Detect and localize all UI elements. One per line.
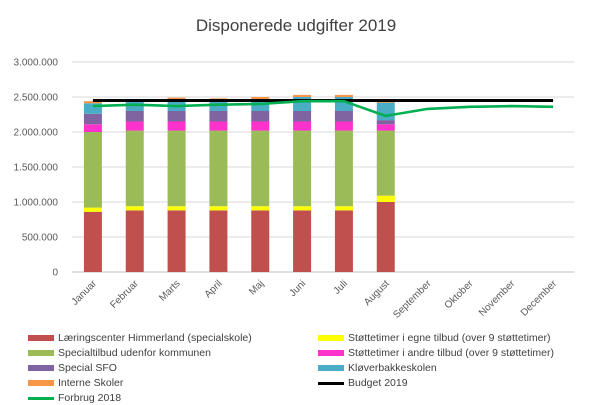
bar-segment: [83, 113, 102, 125]
gridlines: [72, 61, 574, 273]
y-tick-label: 0: [52, 268, 58, 279]
bar-segment: [209, 206, 228, 211]
x-tick-label: Februar: [108, 278, 141, 311]
bar-segment: [125, 121, 144, 131]
bar-segment: [376, 130, 395, 196]
chart-title: Disponerede udgifter 2019: [195, 16, 397, 35]
bar-segment: [376, 202, 395, 272]
bar-segment: [293, 111, 312, 122]
bar-segment: [167, 210, 186, 272]
bar-segment: [83, 211, 102, 272]
bar-segment: [125, 206, 144, 211]
x-tick-label: Juni: [287, 278, 308, 299]
bar-segment: [83, 207, 102, 212]
bar-segment: [167, 111, 186, 122]
bar-segment: [376, 120, 395, 125]
y-tick-label: 500.000: [22, 233, 59, 244]
y-tick-label: 1.500.000: [14, 163, 59, 174]
x-tick-label: Juli: [332, 278, 350, 296]
bar-segment: [293, 94, 312, 97]
bar-segment: [251, 210, 270, 272]
bar-segment: [167, 130, 186, 207]
x-axis-tick-labels: Januar Februar Marts April Maj Juni Juli August…: [70, 278, 560, 321]
series-line: [92, 99, 554, 118]
y-tick-label: 2.000.000: [14, 128, 59, 139]
bar-segment: [167, 206, 186, 211]
bar-segment: [376, 124, 395, 131]
bar-segment: [209, 210, 228, 272]
y-tick-label: 2.500.000: [14, 93, 59, 104]
bar-segment: [209, 121, 228, 131]
bar-segment: [334, 111, 353, 122]
y-axis-tick-labels: 0 500.000 1.000.000 1.500.000 2.000.000 2.500…: [14, 58, 59, 279]
y-tick-label: 1.000.000: [14, 198, 59, 209]
bar-segment: [334, 121, 353, 131]
x-tick-label: Marts: [157, 278, 182, 303]
bar-segment: [209, 130, 228, 207]
bar-segment: [293, 130, 312, 207]
bar-segment: [376, 195, 395, 202]
bar-segment: [251, 206, 270, 211]
bar-segment: [125, 111, 144, 122]
bar-segment: [167, 121, 186, 131]
bar-segment: [334, 130, 353, 207]
x-tick-label: December: [519, 278, 560, 319]
bar-segment: [334, 94, 353, 97]
x-tick-label: November: [477, 278, 518, 319]
bar-segment: [376, 102, 395, 121]
x-tick-label: Maj: [247, 278, 266, 297]
x-tick-label: September: [391, 278, 434, 321]
line-series: [92, 99, 554, 118]
bar-segment: [209, 111, 228, 122]
bar-segment: [83, 132, 102, 208]
bar-stacks: [83, 94, 395, 272]
bar-segment: [125, 130, 144, 207]
x-tick-label: April: [203, 278, 225, 300]
bar-segment: [251, 111, 270, 122]
bar-segment: [293, 210, 312, 272]
x-tick-label: August: [362, 278, 392, 308]
bar-segment: [251, 100, 270, 111]
bar-segment: [334, 210, 353, 272]
x-tick-label: Oktober: [443, 278, 476, 311]
bar-segment: [83, 124, 102, 132]
bar-segment: [251, 97, 270, 101]
bar-segment: [334, 206, 353, 211]
bar-segment: [125, 210, 144, 272]
bar-segment: [83, 103, 102, 114]
bar-segment: [251, 130, 270, 207]
bar-segment: [293, 121, 312, 131]
bar-segment: [251, 121, 270, 131]
x-tick-label: Januar: [70, 278, 100, 308]
bar-segment: [83, 101, 102, 104]
bar-segment: [293, 206, 312, 211]
y-tick-label: 3.000.000: [14, 58, 59, 69]
